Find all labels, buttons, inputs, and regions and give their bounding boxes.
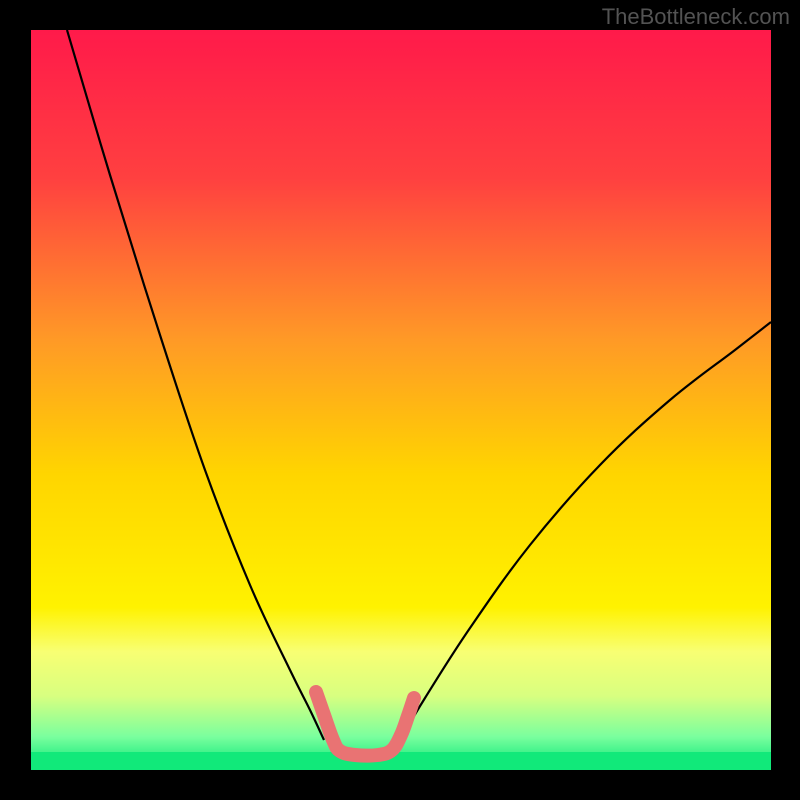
watermark-text: TheBottleneck.com: [602, 4, 790, 30]
green-zone-strip: [31, 752, 771, 770]
bottleneck-chart: TheBottleneck.com: [0, 0, 800, 800]
plot-area: [31, 30, 771, 770]
chart-canvas: [0, 0, 800, 800]
